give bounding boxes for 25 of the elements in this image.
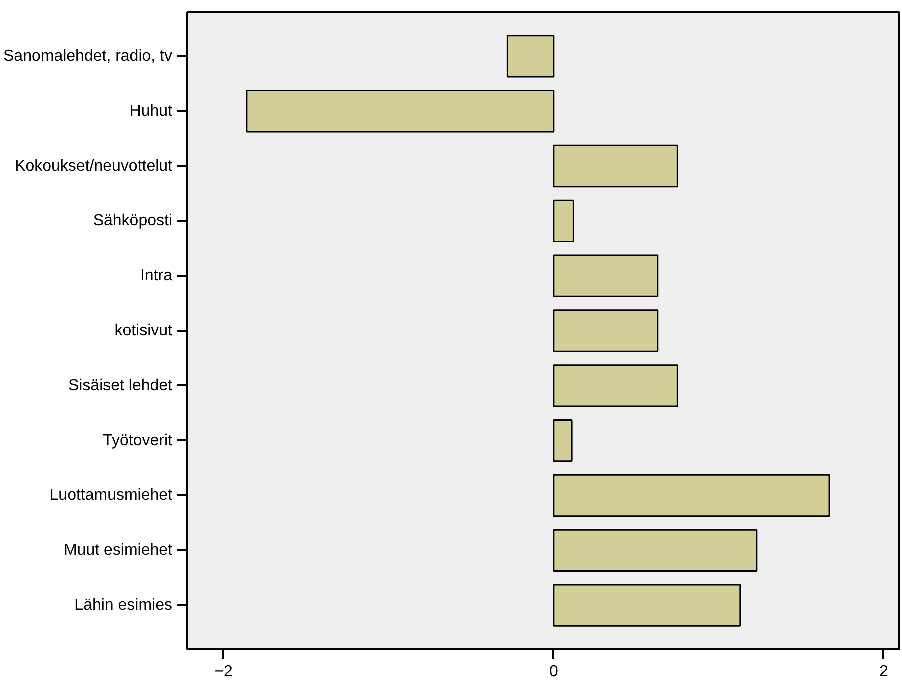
y-tick-label: kotisivut xyxy=(114,322,174,340)
y-tick-label: Luottamusmiehet xyxy=(50,487,174,504)
bar xyxy=(553,254,659,298)
bar xyxy=(553,200,574,243)
y-tick-label: Kokoukset/neuvottelut xyxy=(15,158,174,175)
y-tick-label: Intra xyxy=(140,268,173,285)
y-tick-label: Muut esimiehet xyxy=(64,542,174,560)
y-tick-label: Sanomalehdet, radio, tv xyxy=(4,48,173,65)
bar xyxy=(246,90,555,133)
y-tick-label: Sisäiset lehdet xyxy=(68,377,174,394)
bar xyxy=(506,35,555,78)
x-tick-label: 0 xyxy=(549,664,558,680)
y-tick-label: Lähin esimies xyxy=(74,597,172,614)
bar xyxy=(553,144,678,188)
bar xyxy=(553,364,678,408)
bar xyxy=(553,474,830,518)
x-tick-label: 2 xyxy=(880,664,889,680)
bar xyxy=(553,529,758,572)
y-tick-label: Työtoverit xyxy=(103,432,174,450)
x-tick-label: −2 xyxy=(214,664,234,680)
bar xyxy=(553,310,659,352)
bar xyxy=(553,419,573,462)
bar xyxy=(553,584,742,627)
y-tick-label: Huhut xyxy=(130,102,174,120)
y-tick-label: Sähköposti xyxy=(93,212,173,230)
